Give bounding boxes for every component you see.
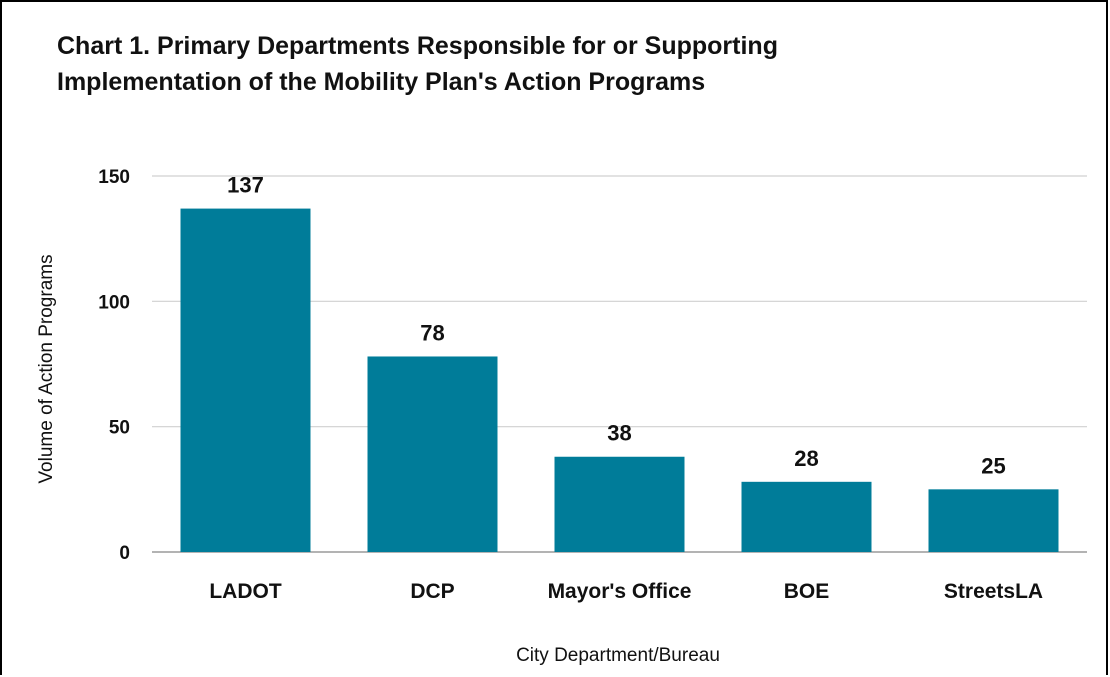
chart-title-line-2: Implementation of the Mobility Plan's Ac… [57, 68, 706, 96]
bar-ladot [180, 208, 311, 552]
x-tick-label: StreetsLA [944, 580, 1043, 603]
chart-title-line-1: Chart 1. Primary Departments Responsible… [57, 32, 778, 60]
data-label: 38 [607, 421, 631, 446]
chart-title: Chart 1. Primary Departments Responsible… [57, 28, 957, 100]
x-tick-label: DCP [410, 580, 454, 603]
data-label: 137 [227, 173, 264, 198]
y-tick-label: 150 [98, 167, 130, 188]
y-tick-label: 0 [119, 543, 130, 564]
y-tick-label: 50 [109, 418, 130, 439]
bar-streetsla [928, 489, 1059, 552]
data-label: 78 [420, 320, 444, 345]
bar-dcp [367, 356, 498, 552]
data-label: 25 [981, 453, 1005, 478]
y-tick-label: 100 [98, 292, 130, 313]
bars [180, 208, 1059, 552]
x-axis-title: City Department/Bureau [516, 645, 720, 666]
labels: 0 50 100 150 137 LADOT 78 DCP 38 Mayor's Office 28… [98, 167, 1043, 603]
x-tick-label: BOE [784, 580, 830, 603]
x-tick-label: LADOT [209, 580, 281, 603]
bar-mayor-s-office [554, 456, 685, 552]
x-tick-label: Mayor's Office [548, 580, 692, 603]
bar-boe [741, 481, 872, 552]
y-axis-title: Volume of Action Programs [36, 254, 57, 483]
data-label: 28 [794, 446, 818, 471]
